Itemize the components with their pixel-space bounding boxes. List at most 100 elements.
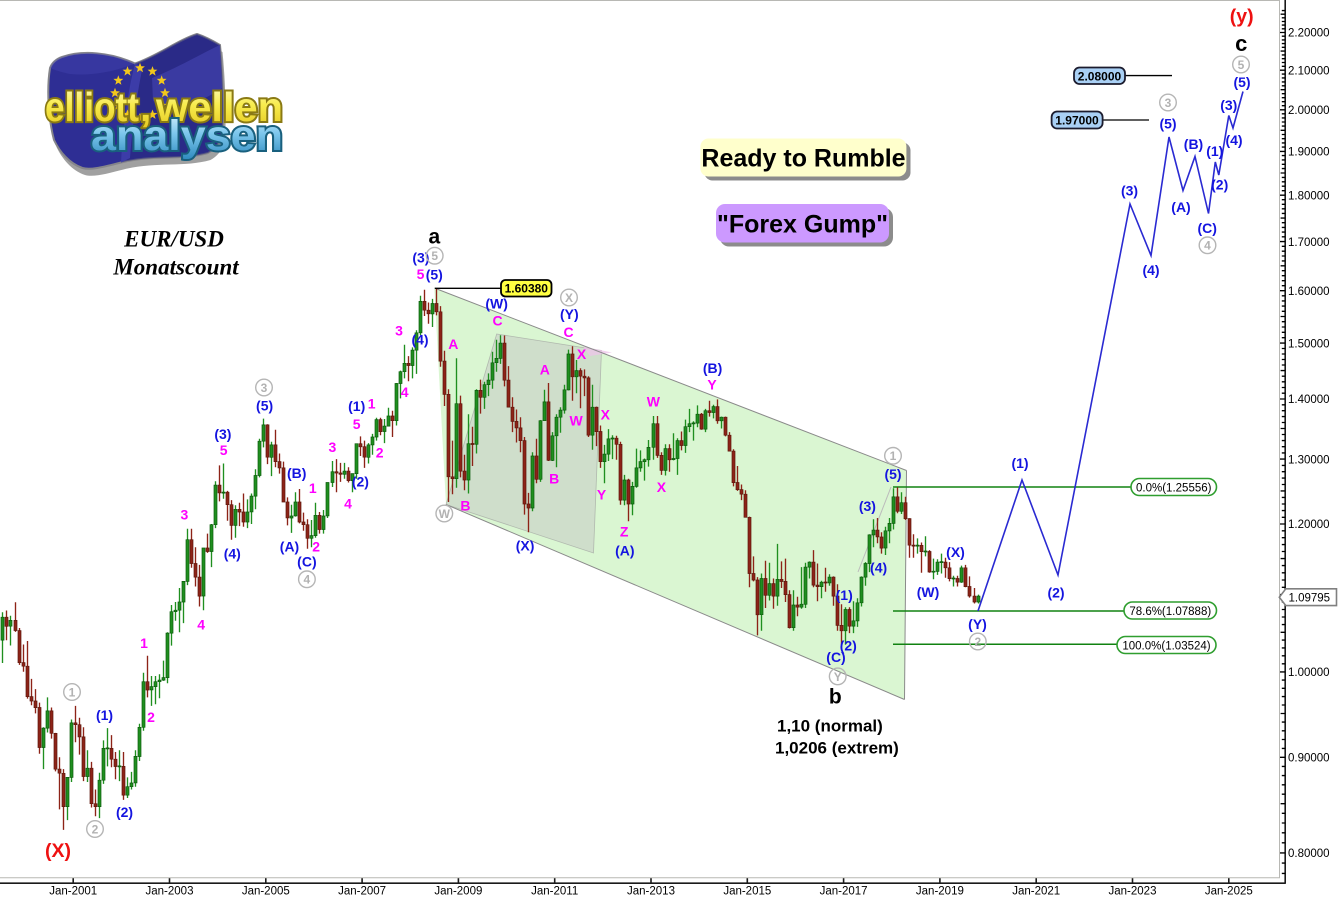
svg-text:(2): (2) [116,804,133,820]
svg-text:3: 3 [261,381,268,395]
svg-text:(C): (C) [297,554,316,570]
svg-text:2: 2 [147,709,155,725]
svg-text:Jan-2013: Jan-2013 [627,886,675,898]
svg-text:(y): (y) [1230,6,1254,28]
svg-text:(X): (X) [45,840,71,862]
svg-text:(5): (5) [426,267,443,283]
svg-text:(5): (5) [256,397,273,413]
svg-text:(B): (B) [703,360,722,376]
svg-text:"Forex Gump": "Forex Gump" [717,211,888,239]
svg-text:Jan-2011: Jan-2011 [531,886,578,898]
svg-text:c: c [1235,31,1247,56]
svg-text:Y: Y [834,670,842,684]
svg-text:4: 4 [344,496,352,512]
svg-text:(A): (A) [615,543,634,559]
svg-text:2: 2 [312,539,320,555]
svg-text:0.90000: 0.90000 [1288,753,1330,765]
svg-text:5: 5 [417,266,425,282]
svg-text:5: 5 [431,249,438,263]
svg-text:(3): (3) [859,498,876,514]
svg-text:Jan-2003: Jan-2003 [146,886,194,898]
svg-text:(W): (W) [485,296,508,312]
svg-text:1.60000: 1.60000 [1288,286,1330,298]
svg-text:(Y): (Y) [968,616,987,632]
svg-text:(W): (W) [917,584,940,600]
svg-text:(C): (C) [1197,220,1216,236]
svg-text:100.0%(1.03524): 100.0%(1.03524) [1122,640,1210,652]
svg-text:2.20000: 2.20000 [1288,28,1330,40]
svg-text:(X): (X) [516,538,535,554]
svg-text:1.90000: 1.90000 [1288,147,1330,159]
svg-text:Jan-2017: Jan-2017 [820,886,868,898]
svg-text:1: 1 [368,396,376,412]
svg-text:1.30000: 1.30000 [1288,454,1330,466]
svg-text:Y: Y [597,486,607,502]
svg-text:C: C [492,312,502,328]
svg-text:Jan-2019: Jan-2019 [916,886,964,898]
svg-text:1.00000: 1.00000 [1288,667,1330,679]
svg-text:0.0%(1.25556): 0.0%(1.25556) [1136,482,1212,494]
svg-text:(2): (2) [840,638,857,654]
svg-text:wellen: wellen [155,84,283,130]
svg-text:3: 3 [1165,96,1172,110]
svg-text:(C): (C) [826,649,845,665]
svg-text:(5): (5) [1159,116,1176,132]
svg-text:(B): (B) [287,465,306,481]
svg-text:(X): (X) [946,544,965,560]
svg-text:1: 1 [309,480,317,496]
svg-text:(A): (A) [1171,199,1190,215]
svg-text:2.10000: 2.10000 [1288,65,1330,77]
svg-text:Jan-2023: Jan-2023 [1109,886,1157,898]
svg-text:5: 5 [1238,58,1245,72]
svg-text:(Y): (Y) [560,306,579,322]
svg-text:(1): (1) [348,398,365,414]
svg-text:(4): (4) [870,559,887,575]
svg-text:X: X [657,479,667,495]
svg-text:(5): (5) [884,466,901,482]
svg-text:W: W [569,413,583,429]
svg-text:(1): (1) [836,587,853,603]
svg-text:B: B [460,498,470,514]
svg-text:1,0206 (extrem): 1,0206 (extrem) [775,739,899,758]
svg-text:78.6%(1.07888): 78.6%(1.07888) [1129,606,1211,618]
svg-text:5: 5 [353,416,361,432]
svg-text:Jan-2015: Jan-2015 [723,886,771,898]
svg-text:(4): (4) [411,332,428,348]
svg-text:C: C [563,324,573,340]
svg-text:(4): (4) [224,546,241,562]
svg-text:,: , [140,84,151,130]
svg-text:(2): (2) [1047,585,1064,601]
svg-text:1: 1 [69,685,76,699]
svg-text:2: 2 [376,445,384,461]
svg-text:2.00000: 2.00000 [1288,105,1330,117]
svg-text:(3): (3) [412,249,429,265]
svg-text:2: 2 [974,635,981,649]
svg-text:1.80000: 1.80000 [1288,190,1330,202]
svg-text:A: A [448,336,458,352]
svg-text:(2): (2) [1211,177,1228,193]
svg-text:1: 1 [890,449,897,463]
svg-text:0.80000: 0.80000 [1288,848,1330,860]
svg-text:Jan-2021: Jan-2021 [1012,886,1060,898]
svg-text:elliott: elliott [45,84,139,130]
svg-text:Z: Z [620,524,629,540]
svg-text:1.20000: 1.20000 [1288,519,1330,531]
svg-text:3: 3 [329,439,337,455]
svg-text:3: 3 [395,323,403,339]
svg-text:Jan-2007: Jan-2007 [338,886,386,898]
svg-text:1: 1 [140,635,148,651]
svg-text:A: A [540,362,550,378]
svg-text:Jan-2009: Jan-2009 [434,886,482,898]
svg-text:1,10 (normal): 1,10 (normal) [777,717,883,736]
svg-text:(4): (4) [1225,132,1242,148]
svg-text:analysen: analysen [91,112,283,160]
svg-text:2.08000: 2.08000 [1078,69,1122,83]
svg-text:(B): (B) [1184,136,1203,152]
svg-text:1.09795: 1.09795 [1289,593,1331,605]
svg-text:b: b [829,685,842,708]
svg-text:Jan-2001: Jan-2001 [49,886,97,898]
svg-text:Ready to Rumble: Ready to Rumble [701,145,905,173]
svg-text:W: W [647,393,661,409]
svg-text:B: B [549,471,559,487]
svg-text:1.97000: 1.97000 [1055,113,1099,127]
